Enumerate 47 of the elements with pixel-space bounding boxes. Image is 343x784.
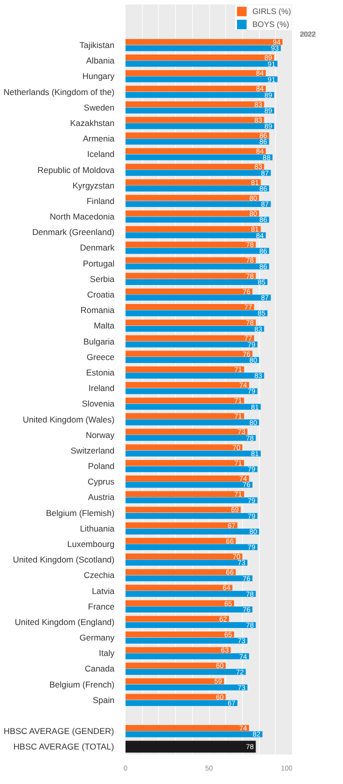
y-tick-label: Albania [86, 56, 115, 66]
y-tick-label: Canada [84, 664, 115, 674]
y-tick-label: Cyprus [88, 476, 115, 487]
y-tick-label: Bulgaria [83, 336, 115, 346]
y-tick-label: Germany [80, 632, 116, 643]
y-tick-label: Latvia [92, 586, 115, 596]
y-tick-label: Iceland [87, 149, 115, 160]
y-tick-label: Netherlands (Kingdom of the) [3, 86, 115, 97]
y-tick-label: Slovenia [82, 398, 115, 409]
y-tick-label: Poland [88, 461, 115, 472]
y-tick-label: Denmark [80, 242, 116, 253]
y-tick-label: Norway [86, 430, 116, 440]
y-tick-label: Kazakhstan [70, 118, 115, 128]
y-tick-label: Austria [88, 492, 115, 502]
y-tick-label: Luxembourg [67, 539, 115, 549]
legend-label: GIRLS (%) [252, 6, 291, 17]
y-tick-label: Armenia [82, 134, 115, 144]
y-tick-label: Croatia [87, 290, 115, 300]
y-tick-label: Belgium (Flemish) [46, 508, 115, 518]
y-tick-label: Belgium (French) [49, 679, 115, 690]
y-tick-label: Spain [92, 694, 115, 705]
y-tick-label: Switzerland [70, 445, 115, 456]
y-tick-label: Tajikistan [80, 40, 115, 50]
y-tick-label: Lithuania [80, 523, 115, 534]
y-tick-label: Ireland [88, 383, 115, 394]
y-tick-label: Malta [94, 320, 115, 331]
y-tick-label: HBSC AVERAGE (GENDER) [4, 726, 114, 736]
y-tick-label: Greece [86, 352, 115, 362]
y-tick-label: North Macedonia [50, 212, 115, 222]
y-tick-label: Romania [80, 305, 115, 316]
y-tick-label: Finland [86, 196, 115, 206]
y-tick-label: France [88, 601, 115, 612]
y-tick-label: Kyrgyzstan [72, 180, 115, 190]
y-tick-label: HBSC AVERAGE (TOTAL) [13, 742, 114, 752]
y-tick-label: United Kingdom (England) [14, 616, 115, 627]
y-tick-label: Czechia [84, 570, 115, 580]
y-tick-label: Denmark (Greenland) [32, 227, 115, 238]
y-tick-label: Sweden [84, 102, 115, 112]
legend-label: BOYS (%) [252, 18, 290, 30]
y-tick-label: United Kingdom (Wales) [22, 414, 115, 424]
y-tick-label: Hungary [82, 71, 116, 82]
y-tick-label: Italy [98, 648, 116, 658]
y-tick-label: Serbia [90, 274, 115, 284]
y-tick-label: Estonia [86, 367, 115, 378]
y-tick-label: Portugal [82, 258, 115, 268]
y-tick-label: United Kingdom (Scotland) [12, 554, 115, 565]
y-tick-label: Republic of Moldova [37, 164, 115, 175]
